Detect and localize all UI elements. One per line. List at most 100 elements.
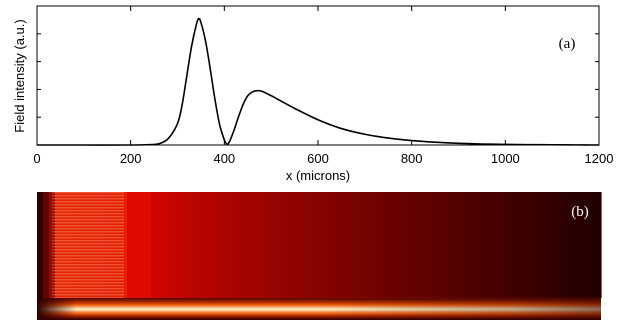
heatmap-column [229,192,236,298]
heatmap-column [571,192,578,298]
heatmap-column [379,192,386,298]
heatmap-column [301,192,308,298]
heatmap-column [337,192,344,298]
heatmap-column [121,192,128,298]
heatmap-column [559,192,566,298]
heatmap-column [331,192,338,298]
heatmap-column [151,192,158,298]
heatmap-column [583,192,590,298]
heatmap-column [409,192,416,298]
heatmap-column [511,192,518,298]
heatmap-column [313,192,320,298]
heatmap-column [223,192,230,298]
heatmap-column [37,192,44,298]
heatmap-column [355,192,362,298]
heatmap-column [181,192,188,298]
heatmap-column [211,192,218,298]
heatmap-column [187,192,194,298]
heatmap-column [295,192,302,298]
panel-a: 0 200 400 600 800 1000 1200 (a) x (microns) Fi… [12,5,613,183]
heatmap-column [361,192,368,298]
heatmap-beam [37,296,601,320]
field-intensity-line [37,17,600,146]
heatmap-column [145,192,152,298]
x-tick-label: 1200 [585,151,614,166]
heatmap-column [517,192,524,298]
x-tick-label: 400 [213,151,235,166]
heatmap-column [397,192,404,298]
heatmap-column [595,192,602,298]
heatmap-column [259,192,266,298]
panel-label-a: (a) [559,36,576,52]
heatmap-column [505,192,512,298]
heatmap-column [175,192,182,298]
panel-b: (b) [37,192,602,320]
heatmap-column [373,192,380,298]
heatmap-column [283,192,290,298]
heatmap-column [241,192,248,298]
x-tick-label: 800 [401,151,423,166]
heatmap-column [403,192,410,298]
heatmap-column [133,192,140,298]
heatmap-column [529,192,536,298]
heatmap-column [163,192,170,298]
heatmap-column [289,192,296,298]
heatmap-column [271,192,278,298]
heatmap-column [541,192,548,298]
heatmap-column [193,192,200,298]
heatmap-column [235,192,242,298]
heatmap-column [343,192,350,298]
heatmap-column [487,192,494,298]
heatmap-column [427,192,434,298]
heatmap-column [589,192,596,298]
heatmap-column [247,192,254,298]
heatmap-column [325,192,332,298]
y-axis-title: Field intensity (a.u.) [12,19,27,132]
x-axis-title: x (microns) [286,168,350,183]
heatmap-column [307,192,314,298]
heatmap-column [547,192,554,298]
heatmap-column [565,192,572,298]
heatmap-column [421,192,428,298]
heatmap-column [553,192,560,298]
heatmap-column [385,192,392,298]
heatmap-column [463,192,470,298]
heatmap-column [205,192,212,298]
heatmap-column [415,192,422,298]
heatmap-column [319,192,326,298]
heatmap-column [199,192,206,298]
heatmap-column [277,192,284,298]
heatmap-column [469,192,476,298]
x-tick-label: 200 [120,151,142,166]
heatmap-column [577,192,584,298]
heatmap-column [439,192,446,298]
heatmap-column [157,192,164,298]
x-tick-label: 0 [33,151,40,166]
y-ticks [37,5,599,146]
plot-frame [36,5,600,146]
heatmap-column [139,192,146,298]
heatmap-fringe-band [52,192,124,298]
panel-label-b: (b) [571,204,589,220]
heatmap-column [475,192,482,298]
x-tick-label: 600 [307,151,329,166]
heatmap-column [349,192,356,298]
heatmap-column [367,192,374,298]
heatmap-column [523,192,530,298]
x-tick-label: 1000 [491,151,520,166]
x-ticks: 0 200 400 600 800 1000 1200 [33,6,613,166]
heatmap-column [391,192,398,298]
heatmap-column [253,192,260,298]
heatmap-column [127,192,134,298]
heatmap-column [451,192,458,298]
heatmap-column [217,192,224,298]
heatmap-column [265,192,272,298]
heatmap-column [535,192,542,298]
heatmap-column [481,192,488,298]
heatmap-column [43,192,50,298]
heatmap-column [499,192,506,298]
heatmap-column [457,192,464,298]
heatmap-column [445,192,452,298]
heatmap-column [493,192,500,298]
